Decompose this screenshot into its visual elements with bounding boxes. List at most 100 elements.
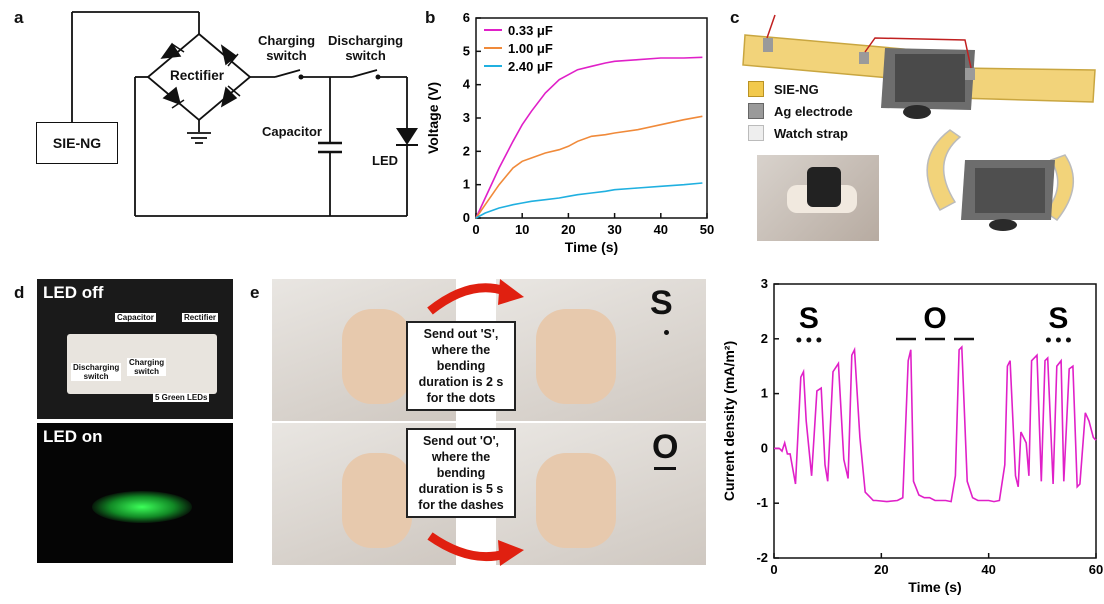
led-off-title: LED off [43, 283, 104, 302]
legend-item-sie-ng: SIE-NG [748, 78, 853, 100]
y-axis-label: Current density (mA/m²) [721, 341, 737, 501]
caption-o-line3: bending [436, 466, 486, 480]
caption-s-line3: bending [436, 359, 486, 373]
legend-item-watch-strap: Watch strap [748, 122, 853, 144]
y-tick-label: 0 [463, 210, 470, 225]
y-axis-label: Voltage (V) [425, 82, 441, 154]
morse-dot [664, 330, 669, 335]
device-structure-illustration [742, 14, 1096, 231]
series-line [475, 56, 703, 219]
series-line [475, 115, 703, 219]
morse-dot [1055, 337, 1061, 343]
photo-label-charging-l2: switch [134, 367, 159, 376]
y-tick-label: 2 [463, 143, 470, 158]
led-off-photo: LED off Capacitor Rectifier Discharging … [37, 279, 233, 419]
y-tick-label: -1 [756, 495, 768, 510]
y-tick-label: -2 [756, 550, 768, 565]
charging-switch-line2: switch [266, 48, 307, 63]
wrist-photo [757, 155, 879, 241]
panel-label-c: c [730, 8, 740, 27]
hand-2 [536, 309, 616, 404]
legend-label: 1.00 μF [508, 41, 553, 56]
led-label: LED [372, 153, 398, 168]
y-tick-label: 5 [463, 43, 470, 58]
panel-label-d: d [14, 283, 25, 302]
legend-label: 2.40 μF [508, 59, 553, 74]
led-on-title: LED on [43, 427, 103, 446]
y-tick-label: 0 [761, 440, 768, 455]
caption-s-line2: where the [431, 343, 491, 357]
bending-photo-2 [496, 279, 706, 421]
red-arrow-icon [427, 532, 524, 566]
x-tick-label: 50 [700, 222, 714, 237]
x-tick-label: 40 [654, 222, 668, 237]
ag-electrode-swatch [748, 103, 764, 119]
hand-1 [342, 309, 412, 404]
x-axis-label: Time (s) [908, 579, 961, 595]
bending-photo-4 [496, 423, 706, 565]
rectifier-label: Rectifier [170, 68, 225, 83]
legend-label: 0.33 μF [508, 23, 553, 38]
voltage-chart: 0 10 20 30 40 50 0 1 2 3 4 5 6 Time (s) Voltage (V) 0.3… [425, 10, 714, 255]
discharging-switch-line2: switch [345, 48, 386, 63]
discharging-switch-label: Discharging switch [328, 33, 403, 63]
x-axis-label: Time (s) [565, 239, 618, 255]
caption-s-line4: duration is 2 s [418, 375, 504, 389]
caption-s-line1: Send out 'S', [423, 327, 499, 341]
x-tick-label: 20 [874, 562, 888, 577]
photo-label-discharging-l1: Discharging [73, 363, 120, 372]
source-box: SIE-NG [36, 122, 118, 164]
discharging-switch-line1: Discharging [328, 33, 404, 48]
panel-label-b: b [425, 8, 436, 27]
series-line [774, 345, 1097, 503]
morse-dot [796, 337, 802, 343]
caption-o-line2: where the [431, 450, 491, 464]
morse-annotation-letter: S [799, 302, 819, 335]
caption-box-o: Send out 'O', where the bending duration… [406, 428, 516, 518]
photo-label-leds: 5 Green LEDs [153, 393, 210, 402]
x-tick-label: 60 [1089, 562, 1103, 577]
x-tick-label: 30 [607, 222, 621, 237]
morse-dot [816, 337, 822, 343]
panel-label-e: e [250, 283, 260, 302]
photo-label-rectifier: Rectifier [182, 313, 219, 322]
morse-dot [806, 337, 812, 343]
photo-label-discharging: Discharging switch [71, 363, 122, 381]
caption-o-line1: Send out 'O', [422, 434, 500, 448]
morse-dot [1065, 337, 1071, 343]
watch-strap-swatch [748, 125, 764, 141]
legend-label-ag-electrode: Ag electrode [774, 103, 853, 119]
green-led-glow [92, 491, 192, 523]
current-density-chart: 0 20 40 60 -2 -1 0 1 2 3 Time (s) Current density (… [721, 276, 1103, 595]
y-tick-label: 6 [463, 10, 470, 25]
caption-s-line5: for the dots [426, 391, 496, 405]
y-tick-label: 3 [463, 110, 470, 125]
circuit-diagram [71, 11, 418, 217]
y-tick-label: 2 [761, 331, 768, 346]
morse-annotation-letter: O [923, 302, 946, 335]
x-tick-label: 40 [981, 562, 995, 577]
morse-letter-s: S [650, 284, 673, 322]
source-label: SIE-NG [52, 135, 102, 151]
red-arrow-icon [427, 279, 524, 315]
capacitor-label: Capacitor [262, 124, 322, 139]
morse-annotation-letter: S [1048, 302, 1068, 335]
y-tick-label: 1 [463, 177, 470, 192]
x-tick-label: 0 [770, 562, 777, 577]
hand-3 [342, 453, 412, 548]
panel-label-a: a [14, 8, 24, 27]
morse-dot [1045, 337, 1051, 343]
x-tick-label: 10 [515, 222, 529, 237]
legend-label-watch-strap: Watch strap [774, 125, 848, 141]
y-tick-label: 4 [463, 77, 471, 92]
photo-label-discharging-l2: switch [83, 372, 109, 381]
caption-o-line4: duration is 5 s [418, 482, 504, 496]
photo-label-charging: Charging switch [127, 358, 167, 376]
structure-legend: SIE-NG Ag electrode Watch strap [748, 78, 853, 144]
photo-label-capacitor: Capacitor [115, 313, 156, 322]
legend-label-sie-ng: SIE-NG [774, 81, 819, 97]
x-tick-label: 0 [472, 222, 479, 237]
charging-switch-line1: Charging [258, 33, 316, 48]
morse-dash [654, 467, 676, 470]
y-tick-label: 1 [761, 386, 768, 401]
